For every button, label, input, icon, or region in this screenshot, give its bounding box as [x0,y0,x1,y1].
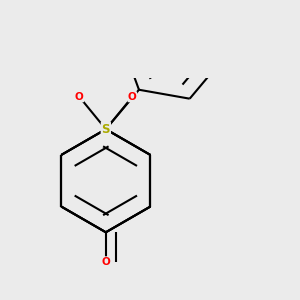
Text: O: O [101,257,110,267]
Text: S: S [102,123,110,136]
Text: O: O [128,92,137,102]
Text: O: O [75,92,84,102]
